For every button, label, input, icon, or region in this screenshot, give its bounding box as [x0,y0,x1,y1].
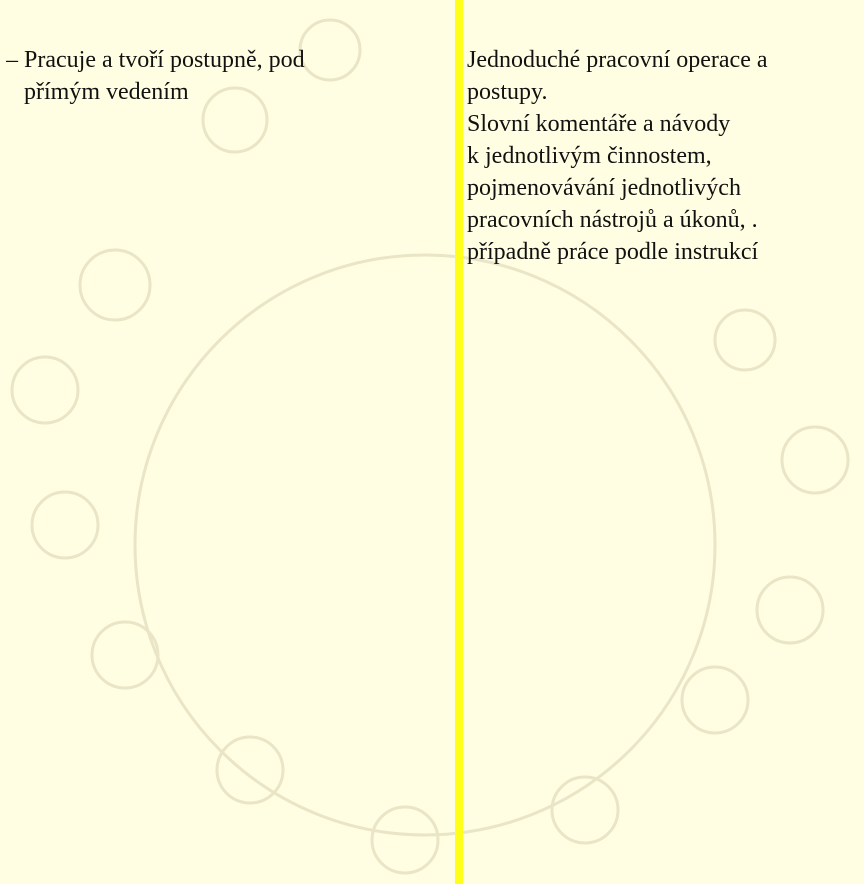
text-line: – Pracuje a tvoří postupně, pod [6,47,305,73]
text-line: případně práce podle instrukcí [467,239,759,265]
text-line: postupy. [467,79,548,105]
text-line: pracovních nástrojů a úkonů, . [467,207,758,233]
text-line: přímým vedením [24,79,189,105]
right-column: Jednoduché pracovní operace a postupy. Slo… [467,44,864,268]
left-column: – Pracuje a tvoří postupně, pod přímým ve… [6,44,446,108]
text-line: k jednotlivým činnostem, [467,143,712,169]
text-line: Slovní komentáře a návody [467,111,731,137]
text-line: Jednoduché pracovní operace a [467,47,768,73]
text-line: pojmenovávání jednotlivých [467,175,741,201]
column-divider [455,0,463,884]
